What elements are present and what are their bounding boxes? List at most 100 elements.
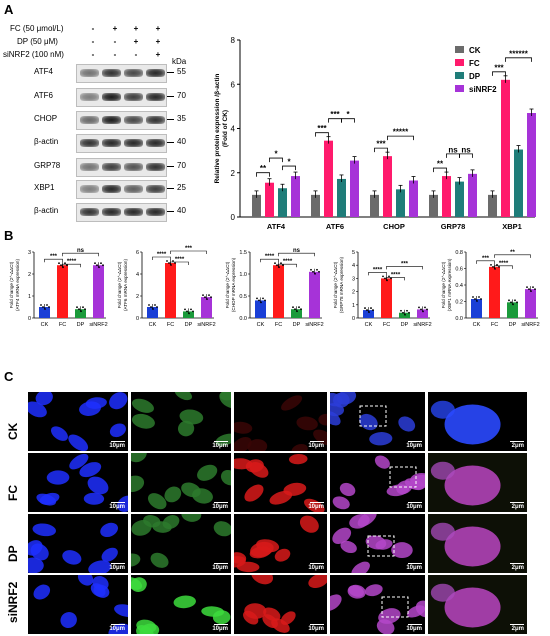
cell-blob <box>299 515 319 533</box>
y-tick-label: 6 <box>136 250 139 256</box>
row-label: siNRF2 <box>6 581 20 623</box>
x-category-label: siNRF2 <box>197 322 215 328</box>
scale-label: 10μm <box>109 626 125 632</box>
y-tick-label: 5 <box>352 250 355 256</box>
y-axis-label-2: (Fold of CK) <box>222 110 229 147</box>
x-category-label: CK <box>473 322 481 328</box>
micrograph-cell: 10μm <box>131 392 231 451</box>
data-point <box>206 298 208 300</box>
blot-kda-label: 55 <box>177 67 186 76</box>
cell-blob <box>269 490 293 505</box>
scale-bar <box>111 501 125 503</box>
y-tick-label: 4 <box>231 125 236 134</box>
kda-tick <box>167 142 174 143</box>
treatment-mark: - <box>91 37 95 46</box>
y-tick-label: 1 <box>28 294 31 300</box>
protein-expression-chart: 0 2 4 6 8 Relative protein expression /β-acti… <box>214 36 536 231</box>
sig-label: ****** <box>509 49 529 58</box>
y-tick-label: 8 <box>231 36 236 45</box>
cell-blob <box>174 392 193 401</box>
blot-kda-label: 35 <box>177 114 186 123</box>
data-point <box>40 304 42 306</box>
blot-band <box>146 69 165 77</box>
cell-blob <box>150 552 169 568</box>
data-point <box>204 296 206 298</box>
bar <box>417 309 428 318</box>
cell-blob <box>332 496 350 510</box>
cell-blob <box>391 542 413 559</box>
cell-blob <box>369 432 393 446</box>
scale-label: 10μm <box>406 626 422 632</box>
bar <box>201 297 212 318</box>
data-point <box>408 311 410 314</box>
x-category-label: GRP78 <box>441 222 466 231</box>
scale-label: 10μm <box>109 565 125 571</box>
blot-band <box>80 116 99 124</box>
bar <box>363 310 374 318</box>
micrograph-cell: 10μm <box>28 514 128 573</box>
x-category-label: FC <box>59 322 66 328</box>
sig-label: ns <box>77 248 85 254</box>
bar <box>291 309 302 318</box>
scale-bar <box>408 501 422 503</box>
cell-blob <box>375 539 393 550</box>
bar <box>273 265 284 318</box>
cell-blob <box>288 453 308 465</box>
cell-blob <box>281 395 303 411</box>
sig-bracket <box>341 118 355 123</box>
bar <box>468 173 477 217</box>
cell-blob <box>88 560 112 573</box>
y-axis-label-2: (CHOP mRNA expression) <box>231 257 236 312</box>
sig-label: ** <box>260 164 267 173</box>
scale-bar <box>408 623 422 625</box>
scale-bar <box>214 623 228 625</box>
data-point <box>512 303 514 306</box>
micrograph-cell: 10μm <box>330 453 425 512</box>
micrograph-image <box>33 575 128 634</box>
data-point <box>46 304 48 306</box>
micrograph-cell: 10μm <box>330 575 425 634</box>
panel-c-letter: C <box>4 369 14 384</box>
cell-blob <box>46 470 70 485</box>
micrograph-cell: 10μm <box>28 575 128 634</box>
cell-blob <box>87 476 109 495</box>
cell-blob <box>179 409 204 425</box>
cell-blob <box>117 495 128 512</box>
sig-label: ns <box>461 145 471 154</box>
cell-blob <box>181 514 202 522</box>
scale-bar <box>408 440 422 442</box>
blot-band <box>80 185 99 193</box>
mrna-chart: 0 2 4 6 Fold change (2^-ΔΔCt) (ATF6 mRNA expr… <box>117 246 216 328</box>
bar <box>381 278 392 318</box>
cell-blob <box>213 521 231 537</box>
scale-label: 10μm <box>308 443 324 449</box>
kda-tick <box>167 96 174 97</box>
bar <box>252 194 261 217</box>
cell-blob <box>376 619 395 634</box>
cell-blob <box>280 611 296 625</box>
y-tick-label: 0.2 <box>455 300 463 306</box>
y-tick-label: 3 <box>352 276 355 282</box>
data-point <box>406 309 408 312</box>
data-point <box>264 299 266 302</box>
x-category-label: FC <box>167 322 174 328</box>
x-category-label: ATF4 <box>267 222 286 231</box>
data-point <box>530 290 532 293</box>
blot-band <box>124 93 143 101</box>
cell-blob <box>139 623 160 634</box>
cell-blob <box>212 610 231 625</box>
cell-blob <box>109 423 126 438</box>
cell-blob <box>243 610 259 625</box>
treatment-mark: - <box>91 24 95 33</box>
blot-band <box>124 208 143 216</box>
micrograph-image <box>428 453 527 512</box>
nucleus <box>430 522 455 541</box>
data-point <box>496 263 498 266</box>
x-category-label: CK <box>257 322 265 328</box>
data-point <box>58 262 60 265</box>
micrograph-image <box>430 400 501 445</box>
data-point <box>202 294 204 296</box>
scale-label: 10μm <box>212 504 228 510</box>
y-axis-label: Relative protein expression /β-actin <box>214 74 221 184</box>
row-label: DP <box>6 544 20 562</box>
